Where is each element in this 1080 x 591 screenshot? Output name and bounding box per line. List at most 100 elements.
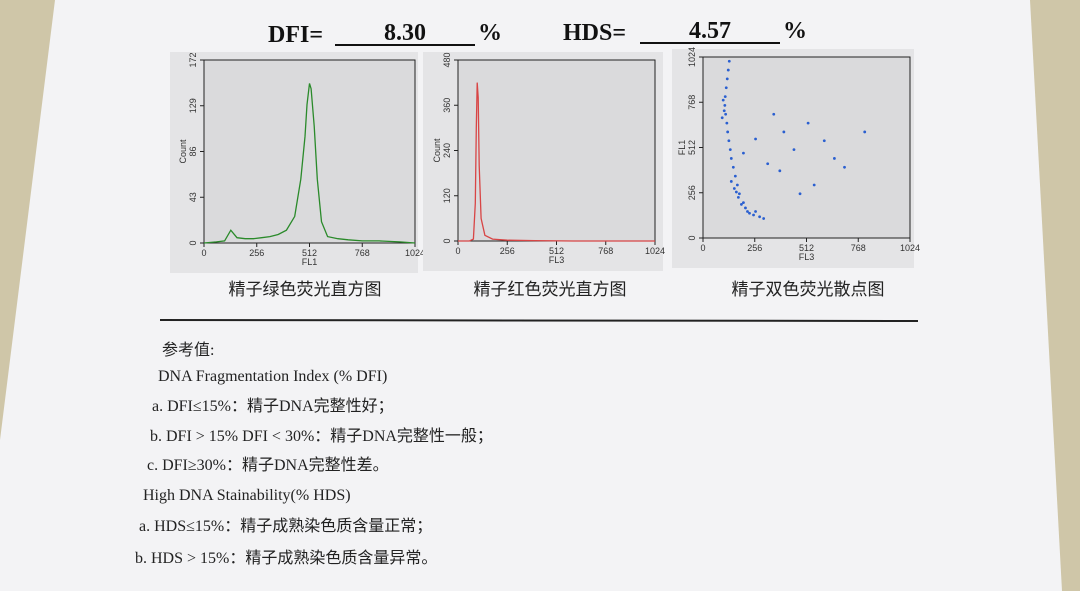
- scatter-point: [725, 121, 729, 125]
- scatter-point: [746, 210, 749, 213]
- scatter-point: [737, 192, 741, 196]
- x-tick-label: 256: [500, 246, 515, 256]
- ref-item: b. HDS > 15%：精子成熟染色质含量异常。: [135, 549, 437, 567]
- ref-item: c. DFI≥30%：精子DNA完整性差。: [147, 456, 389, 474]
- scatter-point: [740, 203, 743, 206]
- scatter-point: [806, 121, 810, 125]
- scatter-point: [724, 112, 728, 116]
- hds-unit: %: [783, 18, 807, 44]
- scatter-point: [726, 68, 730, 72]
- y-axis-label: Count: [178, 139, 188, 164]
- y-axis-label: Count: [432, 138, 442, 163]
- x-tick-label: 768: [851, 243, 866, 253]
- x-tick-label: 1024: [405, 248, 425, 258]
- scatter-point: [729, 157, 733, 160]
- x-tick-label: 1024: [900, 243, 920, 253]
- y-tick-label: 240: [442, 143, 452, 158]
- y-tick-label: 0: [687, 235, 697, 240]
- chart-caption: 精子红色荧光直方图: [474, 280, 627, 299]
- y-tick-label: 120: [442, 188, 452, 203]
- scatter-point: [752, 213, 755, 217]
- x-axis-label: FL1: [302, 257, 318, 267]
- scatter-point: [742, 151, 745, 155]
- x-tick-label: 512: [302, 248, 317, 258]
- x-tick-label: 0: [700, 243, 705, 253]
- scatter-point: [735, 183, 739, 187]
- y-tick-label: 0: [188, 240, 198, 245]
- ref-title: 参考值:: [162, 341, 214, 359]
- scatter-point: [721, 98, 725, 102]
- scatter-point: [778, 169, 782, 173]
- scatter-point: [748, 211, 751, 215]
- scatter-point: [728, 148, 732, 152]
- dfi-unit: %: [478, 20, 502, 46]
- y-tick-label: 256: [687, 185, 697, 200]
- scatter-point: [722, 109, 726, 113]
- y-tick-label: 172: [188, 52, 198, 67]
- x-axis-label: FL3: [549, 255, 565, 265]
- hds-value: 4.57: [689, 18, 731, 44]
- scatter-point: [766, 162, 770, 166]
- scatter-point: [792, 148, 796, 152]
- y-tick-label: 1024: [687, 47, 697, 67]
- y-tick-label: 480: [442, 52, 452, 67]
- y-tick-label: 86: [188, 146, 198, 156]
- divider: [159, 319, 919, 322]
- ref-item: a. HDS≤15%：精子成熟染色质含量正常；: [139, 517, 432, 535]
- plot-area: [702, 56, 911, 239]
- x-tick-label: 0: [201, 248, 206, 258]
- scatter-point: [731, 165, 735, 169]
- scatter-point: [732, 187, 736, 190]
- hds-label: HDS=: [563, 20, 626, 46]
- scatter-point: [762, 217, 766, 220]
- chart-caption: 精子双色荧光散点图: [732, 280, 885, 299]
- scatter-point: [726, 130, 730, 134]
- scatter-point: [723, 95, 727, 98]
- histogram-line: [458, 82, 655, 242]
- scatter-point: [736, 195, 740, 199]
- dfi-value: 8.30: [384, 20, 426, 46]
- x-tick-label: 0: [455, 246, 460, 256]
- x-tick-label: 256: [747, 243, 762, 253]
- scatter-point: [724, 86, 728, 90]
- ref-heading: DNA Fragmentation Index (% DFI): [158, 368, 387, 385]
- scatter-point: [733, 174, 737, 178]
- scatter-point: [727, 59, 731, 63]
- scatter-point: [742, 201, 745, 205]
- scatter-point: [832, 157, 836, 160]
- x-tick-label: 512: [549, 246, 564, 256]
- dfi-label: DFI=: [268, 22, 323, 48]
- y-tick-label: 43: [188, 192, 198, 202]
- y-tick-label: 360: [442, 98, 452, 113]
- scatter-point: [727, 139, 731, 143]
- ref-item: a. DFI≤15%：精子DNA完整性好；: [152, 397, 394, 415]
- y-tick-label: 512: [687, 140, 697, 155]
- x-axis-label: FL3: [799, 252, 815, 262]
- scatter-point: [843, 165, 846, 169]
- plot-area: [457, 59, 656, 242]
- ref-item: b. DFI > 15% DFI < 30%：精子DNA完整性一般；: [150, 427, 493, 445]
- x-tick-label: 768: [598, 246, 613, 256]
- x-tick-label: 1024: [645, 246, 665, 256]
- scatter-point: [772, 112, 776, 116]
- scatter-point: [720, 116, 724, 120]
- chart-caption: 精子绿色荧光直方图: [229, 280, 382, 299]
- scatter-point: [729, 180, 733, 183]
- scatter-point: [754, 137, 757, 141]
- plot-area: [203, 59, 416, 244]
- scatter-point: [744, 206, 747, 210]
- y-tick-label: 129: [188, 98, 198, 113]
- scatter-point: [754, 210, 757, 213]
- histogram-line: [203, 83, 416, 244]
- scatter-point: [782, 130, 786, 134]
- y-tick-label: 768: [687, 95, 697, 110]
- scatter-point: [723, 104, 727, 107]
- scatter-point: [812, 183, 816, 187]
- y-tick-label: 0: [442, 238, 452, 243]
- x-tick-label: 768: [355, 248, 370, 258]
- scatter-point: [822, 139, 826, 143]
- x-tick-label: 512: [799, 243, 814, 253]
- y-axis-label: FL1: [677, 140, 687, 156]
- scatter-point: [758, 215, 762, 219]
